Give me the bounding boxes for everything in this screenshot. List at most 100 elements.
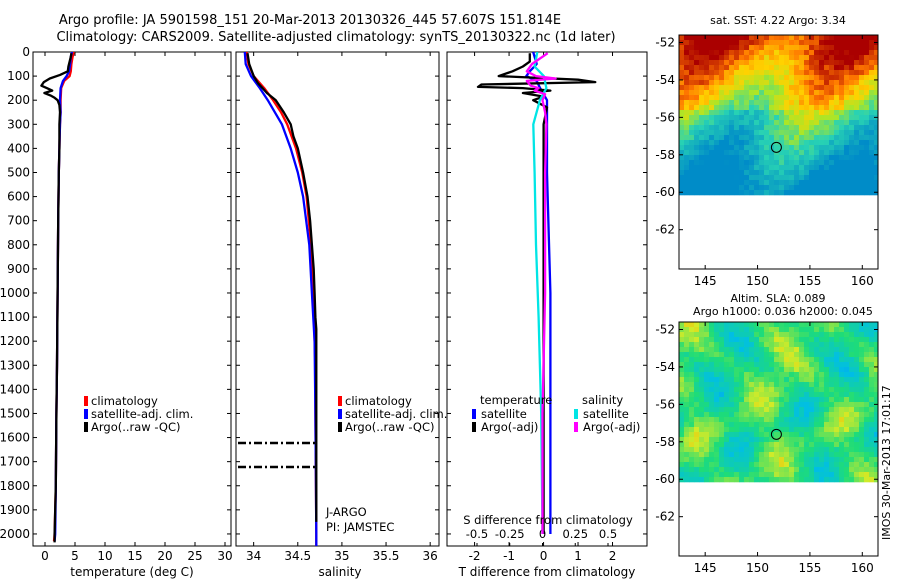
map-cell	[754, 367, 760, 373]
map-cell	[819, 327, 825, 333]
map-cell	[804, 367, 810, 373]
map-cell	[744, 347, 750, 353]
depth-tick-label: 1700	[0, 455, 30, 469]
map-cell	[874, 35, 878, 41]
map-cell	[834, 352, 840, 358]
map-cell	[704, 55, 710, 61]
map-cell	[799, 477, 805, 483]
map-cell	[749, 352, 755, 358]
map-cell	[849, 352, 855, 358]
map-cell	[854, 145, 860, 151]
map-cell	[839, 402, 845, 408]
map-cell	[804, 407, 810, 413]
map-cell	[754, 180, 760, 186]
map-cell	[764, 130, 770, 136]
map-cell	[684, 422, 690, 428]
map-cell	[819, 75, 825, 81]
map-cell	[774, 397, 780, 403]
map-cell	[689, 432, 695, 438]
map-cell	[709, 115, 715, 121]
map-cell	[829, 185, 835, 191]
map-cell	[824, 130, 830, 136]
map-cell	[714, 150, 720, 156]
map-cell	[844, 130, 850, 136]
map-cell	[709, 467, 715, 473]
map-cell	[849, 422, 855, 428]
map-cell	[719, 367, 725, 373]
map-cell	[759, 357, 765, 363]
map-cell	[784, 175, 790, 181]
map-cell	[849, 392, 855, 398]
map-cell	[689, 467, 695, 473]
map-cell	[829, 442, 835, 448]
map-cell	[859, 185, 865, 191]
map-cell	[849, 120, 855, 126]
map-cell	[794, 322, 800, 328]
map-cell	[754, 407, 760, 413]
map-cell	[719, 60, 725, 66]
map-cell	[824, 170, 830, 176]
map-cell	[694, 322, 700, 328]
map-cell	[789, 337, 795, 343]
map-cell	[779, 452, 785, 458]
map-cell	[799, 382, 805, 388]
map-cell	[869, 125, 875, 131]
map-cell	[729, 377, 735, 383]
map-cell	[729, 362, 735, 368]
map-cell	[789, 447, 795, 453]
map-cell	[704, 135, 710, 141]
map-cell	[699, 125, 705, 131]
map-cell	[839, 105, 845, 111]
map-cell	[769, 447, 775, 453]
map-cell	[844, 392, 850, 398]
map-cell	[819, 35, 825, 41]
map-cell	[704, 160, 710, 166]
map-cell	[764, 372, 770, 378]
map-cell	[719, 145, 725, 151]
map-cell	[784, 100, 790, 106]
map-cell	[819, 392, 825, 398]
map-cell	[844, 185, 850, 191]
map-cell	[719, 462, 725, 468]
map-cell	[864, 477, 870, 483]
map-cell	[804, 412, 810, 418]
map-cell	[714, 60, 720, 66]
map-cell	[714, 362, 720, 368]
map-cell	[854, 442, 860, 448]
map-cell	[719, 442, 725, 448]
map-cell	[789, 367, 795, 373]
map-cell	[774, 452, 780, 458]
map-cell	[854, 160, 860, 166]
map-cell	[789, 332, 795, 338]
map-cell	[859, 60, 865, 66]
map-cell	[724, 457, 730, 463]
map-cell	[814, 402, 820, 408]
map-cell	[814, 70, 820, 76]
map-cell	[739, 372, 745, 378]
map-cell	[859, 75, 865, 81]
map-cell	[759, 422, 765, 428]
map-cell	[739, 85, 745, 91]
map-cell	[864, 60, 870, 66]
map-cell	[689, 95, 695, 101]
map-cell	[694, 135, 700, 141]
map-cell	[754, 75, 760, 81]
map-cell	[874, 472, 878, 478]
map-cell	[814, 432, 820, 438]
map-cell	[689, 392, 695, 398]
map-cell	[814, 150, 820, 156]
map-cell	[699, 447, 705, 453]
map-cell	[869, 55, 875, 61]
depth-tick-label: 400	[7, 141, 30, 155]
map-cell	[769, 95, 775, 101]
map-cell	[839, 140, 845, 146]
map-cell	[689, 472, 695, 478]
map-cell	[789, 55, 795, 61]
map-cell	[744, 387, 750, 393]
map-cell	[784, 125, 790, 131]
map-cell	[824, 392, 830, 398]
map-cell	[724, 170, 730, 176]
map-cell	[724, 175, 730, 181]
legend-label-satellite: satellite-adj. clim.	[91, 407, 193, 421]
salinity-x-label: salinity	[318, 565, 361, 579]
